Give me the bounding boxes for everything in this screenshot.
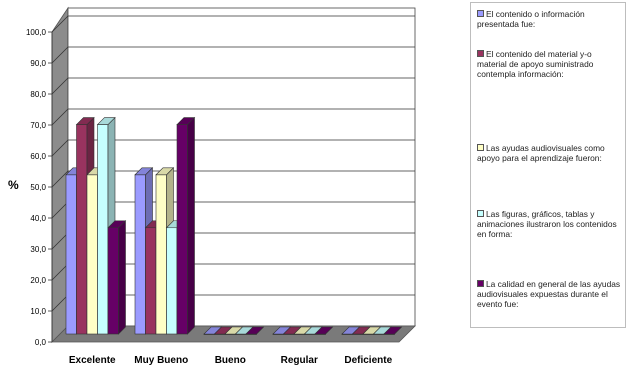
bar-top xyxy=(75,117,95,125)
bar-front xyxy=(65,174,77,335)
bar-front xyxy=(176,124,188,335)
bar-side xyxy=(118,220,126,335)
bar-top xyxy=(245,326,265,335)
bar-top xyxy=(155,167,175,176)
y-tick-label: 50,0 xyxy=(30,183,46,192)
bar-front xyxy=(166,227,178,335)
bars xyxy=(65,116,403,335)
bar xyxy=(245,326,265,335)
y-tick-label: 20,0 xyxy=(30,276,46,285)
back-wall xyxy=(67,7,416,327)
bar-top xyxy=(383,326,403,335)
legend-label: Las figuras, gráficos, tablas y animacio… xyxy=(477,209,617,239)
y-axis-label: % xyxy=(8,178,19,192)
bar xyxy=(176,116,196,335)
legend: El contenido o información presentada fu… xyxy=(470,2,626,328)
legend-label: Las ayudas audiovisuales como apoyo para… xyxy=(477,143,605,163)
bar-top xyxy=(176,117,196,125)
x-tick-label: Deficiente xyxy=(344,355,392,366)
x-tick-label: Muy Bueno xyxy=(134,355,188,366)
gridline-side xyxy=(51,294,69,312)
legend-item: El contenido o información presentada fu… xyxy=(477,9,623,29)
legend-label: La calidad en general de las ayudas audi… xyxy=(477,279,621,309)
y-tick-label: 60,0 xyxy=(30,152,46,161)
x-axis: Excelente Muy Bueno Bueno Regular Deficiente xyxy=(69,355,393,366)
bar-front xyxy=(145,227,157,335)
legend-swatch xyxy=(477,50,484,57)
gridline-side xyxy=(51,46,69,64)
bar-top xyxy=(96,117,116,125)
y-tick-label: 10,0 xyxy=(30,307,46,316)
bar-front xyxy=(86,174,98,335)
legend-swatch xyxy=(477,210,484,217)
bar xyxy=(383,326,403,335)
legend-item: Las ayudas audiovisuales como apoyo para… xyxy=(477,143,623,163)
y-tick-label: 30,0 xyxy=(30,245,46,254)
bar-front xyxy=(134,174,146,335)
bar-top xyxy=(107,220,127,229)
gridlines xyxy=(51,15,415,312)
bar-side xyxy=(187,116,195,335)
gridline-side xyxy=(51,77,69,95)
gridline-side xyxy=(51,170,69,188)
legend-swatch xyxy=(477,280,484,287)
gridline-side xyxy=(51,108,69,126)
gridline-side xyxy=(51,263,69,281)
legend-item: La calidad en general de las ayudas audi… xyxy=(477,279,623,309)
y-tick-label: 40,0 xyxy=(30,214,46,223)
bar xyxy=(107,220,127,335)
legend-swatch xyxy=(477,10,484,17)
legend-swatch xyxy=(477,144,484,151)
y-tick-label: 0,0 xyxy=(35,338,47,347)
gridline-side xyxy=(51,15,69,33)
chart-walls xyxy=(51,6,416,343)
legend-label: El contenido del material y-o material d… xyxy=(477,49,594,79)
legend-item: El contenido del material y-o material d… xyxy=(477,49,623,79)
y-axis: 0,0 10,0 20,0 30,0 40,0 50,0 60,0 70,0 80,0 90,0 1… xyxy=(26,28,53,347)
legend-item: Las figuras, gráficos, tablas y animacio… xyxy=(477,209,623,239)
bar-front xyxy=(155,174,167,335)
legend-label: El contenido o información presentada fu… xyxy=(477,9,585,29)
y-tick-label: 90,0 xyxy=(30,59,46,68)
x-tick-label: Regular xyxy=(281,355,318,366)
bar xyxy=(314,326,334,335)
bar-front xyxy=(76,124,88,335)
bar-top xyxy=(134,167,154,176)
bar-front xyxy=(97,124,109,335)
x-tick-label: Excelente xyxy=(69,355,116,366)
y-tick-label: 70,0 xyxy=(30,121,46,130)
gridline-side xyxy=(51,201,69,219)
bar-top xyxy=(314,326,334,335)
gridline-side xyxy=(51,139,69,157)
x-tick-label: Bueno xyxy=(215,355,246,366)
y-tick-label: 80,0 xyxy=(30,90,46,99)
y-tick-label: 100,0 xyxy=(26,28,47,37)
bar-front xyxy=(107,227,119,335)
gridline-side xyxy=(51,232,69,250)
